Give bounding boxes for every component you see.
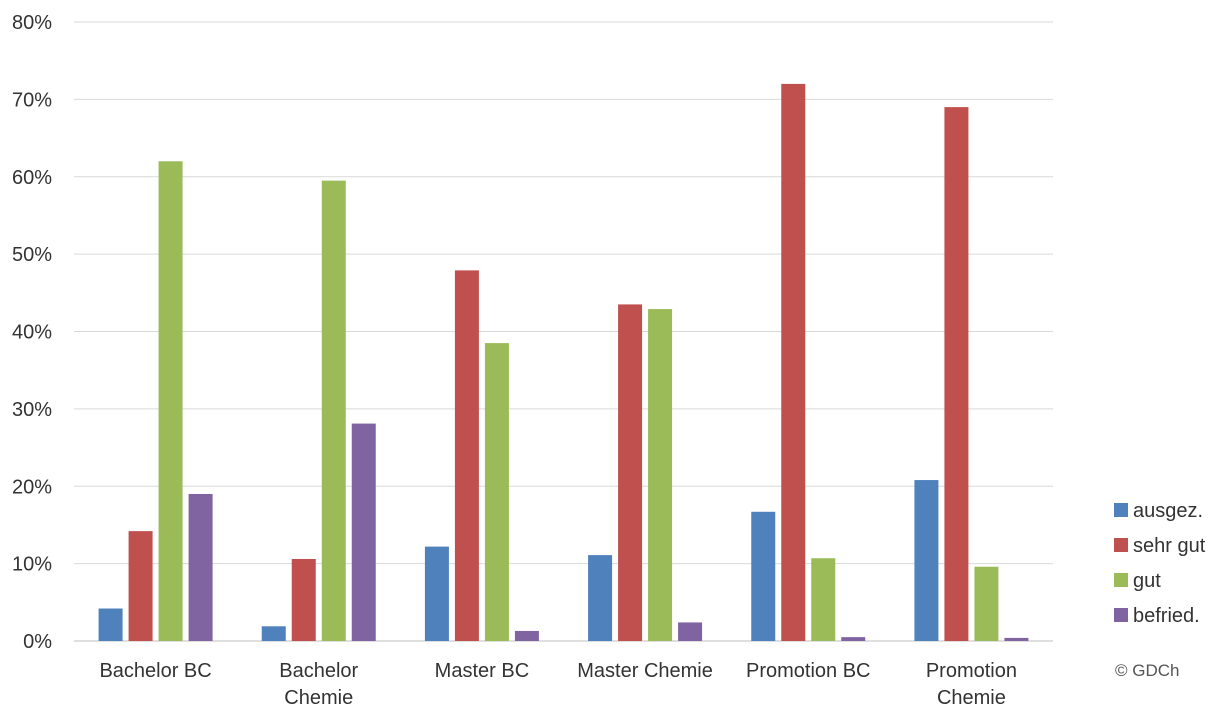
copyright-text: © GDCh xyxy=(1115,661,1179,680)
bar-sehr-gut xyxy=(454,270,479,641)
bar-ausgez xyxy=(261,626,286,641)
x-axis-categories: Bachelor BC Bachelor Chemie Master BC Master… xyxy=(99,660,1017,709)
bar-gut xyxy=(974,566,999,641)
legend-swatch xyxy=(1114,503,1128,517)
bar-befried xyxy=(1004,637,1029,641)
x-category-label: Promotion BC xyxy=(746,660,871,682)
gridlines xyxy=(74,21,1053,642)
legend-label: gut xyxy=(1133,570,1161,592)
bar-gut xyxy=(158,161,183,641)
legend-swatch xyxy=(1114,608,1128,622)
bar-ausgez xyxy=(98,608,123,641)
bar-sehr-gut xyxy=(618,304,643,641)
y-tick-label: 20% xyxy=(12,476,52,498)
y-tick-label: 60% xyxy=(12,167,52,189)
y-tick-label: 80% xyxy=(12,12,52,34)
bar-sehr-gut xyxy=(128,531,153,641)
bar-ausgez xyxy=(751,511,776,641)
legend-swatch xyxy=(1114,538,1128,552)
x-category-label: Promotion xyxy=(926,660,1017,682)
bar-gut xyxy=(811,558,836,641)
y-tick-label: 30% xyxy=(12,399,52,421)
x-category-label: Chemie xyxy=(937,687,1006,709)
bar-sehr-gut xyxy=(944,107,969,642)
bar-befried xyxy=(678,622,703,641)
y-tick-label: 50% xyxy=(12,244,52,266)
y-axis-ticks: 0% 10% 20% 30% 40% 50% 60% 70% 80% xyxy=(12,12,52,653)
bar-gut xyxy=(321,180,346,641)
bar-befried xyxy=(188,493,213,641)
bar-sehr-gut xyxy=(781,83,806,641)
x-category-label: Bachelor BC xyxy=(99,660,211,682)
bar-befried xyxy=(514,630,539,641)
x-category-label: Bachelor xyxy=(279,660,358,682)
legend: ausgez. sehr gut gut befried. xyxy=(1114,500,1206,627)
bar-ausgez xyxy=(588,555,613,641)
bars xyxy=(98,83,1029,642)
y-tick-label: 40% xyxy=(12,322,52,344)
legend-label: ausgez. xyxy=(1133,500,1203,522)
bar-gut xyxy=(484,343,509,641)
y-tick-label: 10% xyxy=(12,554,52,576)
x-category-label: Chemie xyxy=(284,687,353,709)
bar-befried xyxy=(351,423,376,641)
bar-befried xyxy=(841,637,866,641)
legend-label: sehr gut xyxy=(1133,535,1206,557)
x-category-label: Master BC xyxy=(435,660,529,682)
legend-label: befried. xyxy=(1133,605,1200,627)
y-tick-label: 70% xyxy=(12,89,52,111)
y-tick-label: 0% xyxy=(23,631,52,653)
legend-swatch xyxy=(1114,573,1128,587)
bar-ausgez xyxy=(424,546,449,641)
x-category-label: Master Chemie xyxy=(577,660,713,682)
bar-ausgez xyxy=(914,480,939,641)
bar-sehr-gut xyxy=(291,558,316,641)
bar-gut xyxy=(648,309,673,641)
